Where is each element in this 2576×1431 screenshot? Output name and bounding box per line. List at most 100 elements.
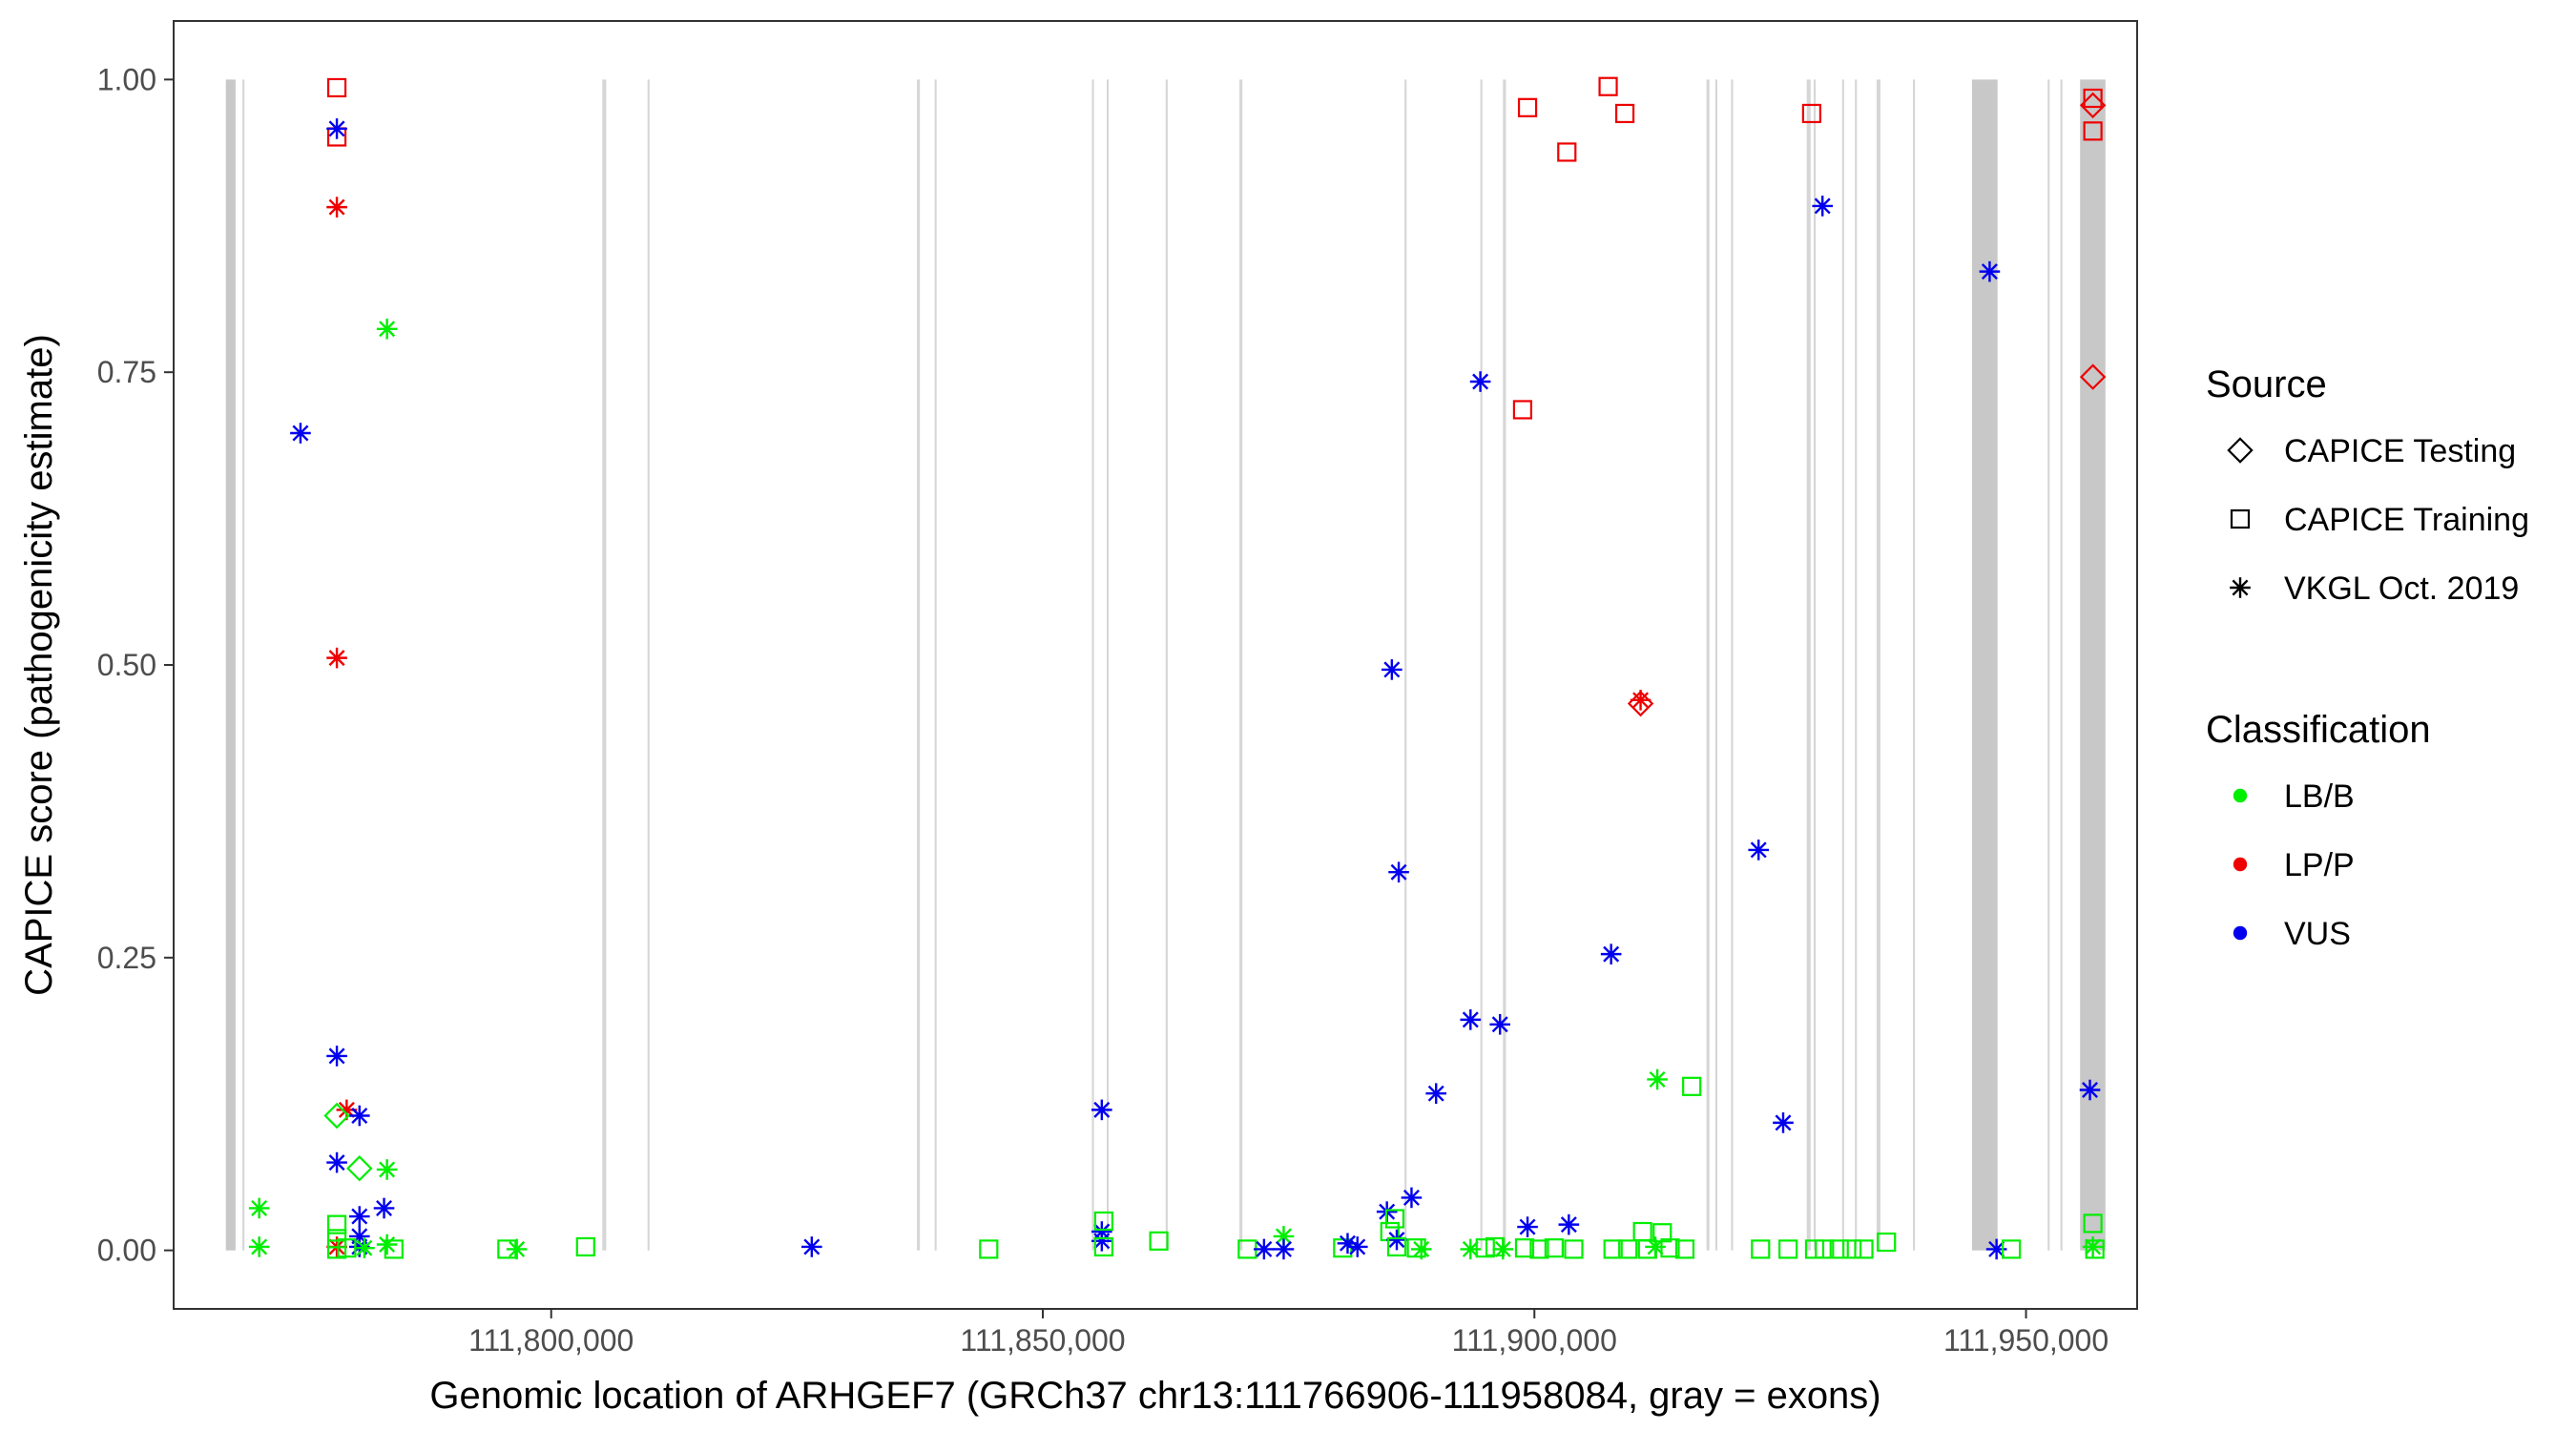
exon-band-22 bbox=[1913, 79, 1916, 1251]
exon-band-4 bbox=[647, 79, 650, 1251]
data-point-58 bbox=[1460, 1009, 1482, 1030]
exon-band-19 bbox=[1841, 79, 1844, 1251]
y-axis-title: CAPICE score (pathogenicity estimate) bbox=[18, 334, 60, 996]
data-point-68 bbox=[1514, 1238, 1535, 1258]
legend-classification-key-2 bbox=[2233, 857, 2248, 872]
exon-band-15 bbox=[1714, 79, 1717, 1251]
data-point-71 bbox=[1557, 142, 1577, 162]
data-point-30 bbox=[506, 1238, 528, 1260]
data-point-66 bbox=[1517, 97, 1538, 117]
legend-source-key-2 bbox=[2230, 508, 2251, 529]
data-point-7 bbox=[326, 118, 347, 139]
data-point-105 bbox=[2079, 92, 2107, 119]
data-point-111 bbox=[2085, 1239, 2105, 1259]
data-point-1 bbox=[326, 77, 347, 98]
data-point-34 bbox=[1091, 1099, 1112, 1121]
exon-band-16 bbox=[1731, 79, 1734, 1251]
exon-band-14 bbox=[1706, 79, 1710, 1251]
data-point-100 bbox=[1877, 1232, 1897, 1253]
x-tick-label-2: 111,850,000 bbox=[960, 1323, 1125, 1358]
x-axis-title: Genomic location of ARHGEF7 (GRCh37 chr1… bbox=[429, 1375, 1880, 1417]
legend-source-label-1: CAPICE Testing bbox=[2284, 433, 2516, 469]
exon-band-10 bbox=[1239, 79, 1243, 1251]
data-point-63 bbox=[1489, 1013, 1511, 1035]
data-point-76 bbox=[1603, 1239, 1623, 1259]
data-point-59 bbox=[1460, 1238, 1482, 1260]
data-point-3 bbox=[326, 197, 347, 218]
legend-source-label-3: VKGL Oct. 2019 bbox=[2284, 570, 2519, 607]
data-point-37 bbox=[1093, 1211, 1113, 1232]
data-point-106 bbox=[2083, 121, 2103, 141]
data-point-56 bbox=[1410, 1238, 1432, 1260]
exon-band-7 bbox=[1091, 79, 1094, 1251]
data-point-90 bbox=[1751, 1239, 1771, 1259]
legend-classification-key-1 bbox=[2233, 788, 2248, 803]
data-point-73 bbox=[1564, 1239, 1584, 1259]
exon-band-11 bbox=[1404, 79, 1407, 1251]
exon-band-3 bbox=[602, 79, 607, 1251]
data-point-103 bbox=[2001, 1239, 2022, 1259]
x-tick-label-1: 111,800,000 bbox=[468, 1323, 634, 1358]
legend: Source CAPICE Testing CAPICE Training VKGL… bbox=[2206, 363, 2529, 952]
data-point-50 bbox=[1384, 1209, 1405, 1229]
data-point-91 bbox=[1773, 1112, 1794, 1133]
exon-band-5 bbox=[917, 79, 921, 1251]
exon-band-13 bbox=[1503, 79, 1506, 1251]
data-point-57 bbox=[1425, 1083, 1447, 1104]
exon-band-6 bbox=[934, 79, 937, 1251]
data-point-97 bbox=[1829, 1239, 1849, 1259]
data-point-4 bbox=[326, 647, 347, 669]
data-point-108 bbox=[2079, 1079, 2101, 1101]
data-point-12 bbox=[373, 1197, 395, 1219]
data-point-70 bbox=[1544, 1238, 1564, 1258]
exon-band-24 bbox=[2047, 79, 2050, 1251]
data-point-109 bbox=[2083, 1213, 2103, 1234]
data-point-72 bbox=[1558, 1213, 1580, 1235]
exon-band-17 bbox=[1806, 79, 1811, 1251]
data-point-9 bbox=[326, 1046, 347, 1067]
legend-classification-entries: LB/B LP/P VUS bbox=[2233, 778, 2355, 952]
data-point-46 bbox=[1346, 1236, 1368, 1257]
data-point-94 bbox=[1804, 1239, 1825, 1259]
data-point-52 bbox=[1386, 1229, 1407, 1251]
data-point-11 bbox=[326, 1151, 347, 1173]
data-point-43 bbox=[1273, 1238, 1295, 1260]
data-point-98 bbox=[1842, 1239, 1862, 1259]
exon-band-26 bbox=[2080, 79, 2106, 1251]
data-point-18 bbox=[346, 1155, 373, 1182]
exon-band-8 bbox=[1107, 79, 1110, 1251]
data-point-87 bbox=[1674, 1239, 1695, 1259]
data-point-28 bbox=[384, 1239, 404, 1259]
data-point-80 bbox=[1630, 690, 1652, 711]
x-axis: 111,800,000 111,850,000 111,900,000 111,950… bbox=[468, 1309, 2109, 1358]
data-point-22 bbox=[326, 1214, 347, 1234]
y-tick-label-3: 0.50 bbox=[97, 648, 156, 682]
data-point-54 bbox=[1401, 1187, 1423, 1209]
legend-classification-label-3: VUS bbox=[2284, 916, 2351, 952]
data-point-33 bbox=[979, 1239, 999, 1259]
data-point-96 bbox=[1815, 1239, 1835, 1259]
legend-source-entries: CAPICE Testing CAPICE Training VKGL Oct. 2… bbox=[2227, 433, 2529, 607]
data-point-88 bbox=[1682, 1076, 1702, 1096]
data-point-61 bbox=[1475, 1238, 1495, 1258]
data-point-83 bbox=[1647, 1068, 1668, 1090]
exon-band-25 bbox=[2060, 79, 2063, 1251]
data-point-20 bbox=[248, 1197, 270, 1219]
y-axis: 0.00 0.25 0.50 0.75 1.00 bbox=[97, 62, 174, 1268]
data-point-19 bbox=[376, 1159, 398, 1180]
data-point-55 bbox=[1406, 1238, 1426, 1258]
legend-classification-label-1: LB/B bbox=[2284, 778, 2355, 815]
exon-band-2 bbox=[242, 79, 245, 1251]
data-point-67 bbox=[1517, 1216, 1538, 1237]
data-point-53 bbox=[1386, 1236, 1407, 1257]
data-point-24 bbox=[326, 1239, 347, 1259]
data-point-60 bbox=[1469, 371, 1491, 392]
data-point-78 bbox=[1618, 1239, 1638, 1259]
legend-source-key-3 bbox=[2230, 577, 2251, 598]
legend-classification-key-3 bbox=[2233, 925, 2248, 941]
data-point-69 bbox=[1529, 1239, 1549, 1259]
data-point-21 bbox=[248, 1236, 270, 1257]
x-tick-label-3: 111,900,000 bbox=[1452, 1323, 1617, 1358]
legend-classification-label-2: LP/P bbox=[2284, 847, 2355, 883]
